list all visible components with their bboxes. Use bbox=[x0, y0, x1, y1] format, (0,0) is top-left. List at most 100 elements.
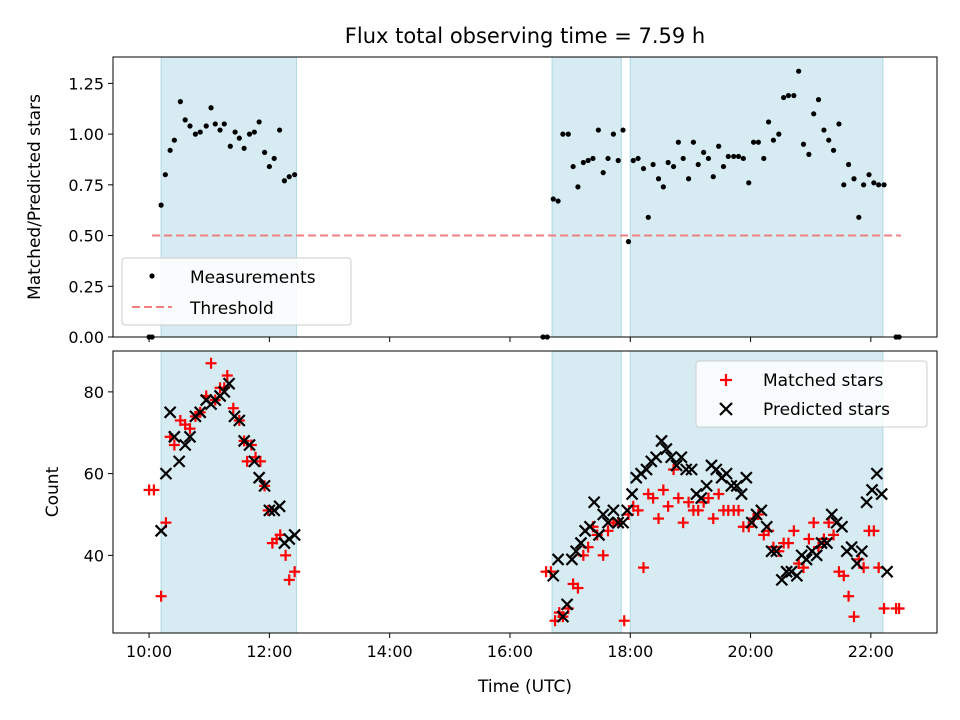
measurement-point bbox=[292, 172, 298, 178]
measurement-point bbox=[866, 172, 872, 178]
matched-point bbox=[254, 455, 266, 467]
predicted-point bbox=[607, 504, 620, 517]
predicted-point bbox=[700, 479, 713, 493]
matched-point bbox=[632, 504, 644, 516]
ratio-y-axis: 0.00 0.25 0.50 0.75 1.00 1.25 bbox=[68, 74, 113, 347]
measurement-point bbox=[876, 182, 882, 188]
predicted-point bbox=[735, 487, 748, 501]
predicted-point bbox=[620, 504, 634, 517]
measurement-points bbox=[146, 68, 902, 340]
predicted-point bbox=[183, 430, 197, 444]
measurement-point bbox=[615, 157, 621, 164]
legend-measurements-marker bbox=[149, 273, 155, 279]
predicted-point bbox=[845, 540, 858, 554]
predicted-point bbox=[172, 455, 186, 468]
matched-point bbox=[283, 574, 295, 586]
measurement-point bbox=[550, 196, 556, 202]
measurement-point bbox=[227, 143, 233, 149]
matched-point bbox=[227, 402, 239, 414]
measurement-point bbox=[241, 145, 247, 151]
measurement-point bbox=[232, 129, 238, 135]
predicted-point bbox=[725, 479, 738, 493]
count-panel-frame bbox=[112, 350, 938, 634]
matched-point bbox=[808, 517, 820, 529]
predicted-point bbox=[649, 450, 663, 464]
measurement-point bbox=[881, 182, 887, 188]
matched-point bbox=[843, 590, 855, 602]
x-tick-label: 14:00 bbox=[367, 642, 413, 661]
predicted-point bbox=[660, 442, 673, 456]
predicted-point bbox=[159, 467, 173, 480]
measurement-point bbox=[620, 127, 626, 133]
predicted-point bbox=[810, 549, 823, 562]
ratio-legend: Measurements Threshold bbox=[121, 257, 352, 326]
x-tick-label: 10:00 bbox=[126, 642, 172, 661]
count-legend-frame bbox=[695, 360, 928, 428]
matched-point bbox=[662, 500, 674, 512]
measurement-point bbox=[277, 127, 283, 133]
y-tick-label: 80 bbox=[84, 383, 104, 402]
measurement-point bbox=[746, 180, 752, 186]
matched-point bbox=[280, 549, 292, 561]
ratio-x-ticks bbox=[148, 337, 872, 342]
predicted-point bbox=[740, 471, 753, 484]
predicted-point bbox=[664, 450, 678, 464]
matched-point bbox=[677, 517, 689, 529]
matched-point bbox=[168, 439, 180, 451]
matched-point bbox=[828, 529, 840, 541]
measurement-point bbox=[575, 184, 581, 190]
y-tick-label: 0.25 bbox=[68, 277, 104, 296]
ratio-panel: 0.00 0.25 0.50 0.75 1.00 1.25 Flux total obse… bbox=[25, 24, 938, 347]
measurement-point bbox=[212, 121, 218, 127]
ratio-legend-frame bbox=[121, 257, 352, 326]
legend-threshold-label: Threshold bbox=[189, 299, 274, 319]
matched-point bbox=[572, 582, 584, 594]
matched-point bbox=[702, 492, 714, 504]
count-legend: Matched stars Predicted stars bbox=[695, 360, 928, 428]
matched-point bbox=[848, 611, 860, 623]
measurement-point bbox=[735, 153, 742, 160]
predicted-point bbox=[760, 520, 774, 534]
matched-point bbox=[241, 455, 253, 467]
predicted-point bbox=[670, 459, 683, 472]
predicted-point bbox=[870, 467, 884, 480]
predicted-point bbox=[685, 463, 698, 476]
predicted-point bbox=[720, 467, 733, 480]
predicted-point bbox=[217, 385, 231, 399]
matched-point bbox=[653, 513, 665, 525]
predicted-point bbox=[640, 463, 653, 476]
matched-point bbox=[868, 525, 880, 537]
measurement-point bbox=[731, 153, 737, 160]
matched-point bbox=[657, 484, 669, 496]
measurement-point bbox=[655, 176, 662, 182]
predicted-point bbox=[835, 520, 849, 534]
measurement-point bbox=[217, 127, 223, 133]
measurement-point bbox=[665, 159, 671, 166]
measurement-point bbox=[281, 178, 288, 184]
measurement-point bbox=[645, 214, 651, 220]
measurement-point bbox=[266, 163, 272, 170]
x-tick-label: 18:00 bbox=[607, 642, 653, 661]
measurement-point bbox=[755, 139, 761, 145]
measurement-point bbox=[851, 176, 857, 182]
measurement-point bbox=[256, 119, 262, 125]
measurement-point bbox=[640, 165, 647, 172]
predicted-point bbox=[815, 536, 828, 550]
measurement-point bbox=[197, 129, 203, 135]
measurement-point bbox=[781, 94, 787, 101]
measurement-point bbox=[680, 155, 686, 162]
matched-point bbox=[184, 423, 196, 435]
measurement-point bbox=[695, 161, 701, 168]
matched-point bbox=[713, 488, 725, 500]
predicted-point bbox=[193, 406, 207, 419]
measurement-point bbox=[246, 131, 253, 137]
measurement-point bbox=[590, 155, 596, 162]
measurement-point bbox=[811, 111, 817, 117]
predicted-point bbox=[565, 553, 579, 566]
predicted-point bbox=[694, 491, 708, 505]
predicted-point bbox=[780, 565, 793, 578]
y-tick-label: 0.00 bbox=[68, 328, 104, 347]
predicted-point bbox=[546, 569, 560, 583]
measurement-point bbox=[765, 119, 772, 125]
matched-point bbox=[591, 529, 603, 541]
